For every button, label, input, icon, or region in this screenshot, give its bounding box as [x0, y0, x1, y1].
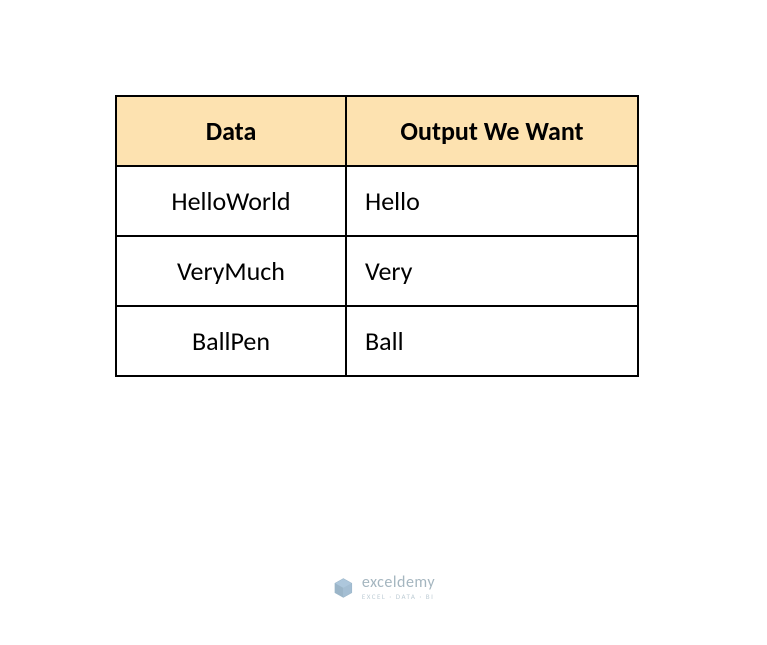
- data-cell: HelloWorld: [116, 166, 346, 236]
- cube-icon: [332, 577, 354, 599]
- output-cell: Ball: [346, 306, 638, 376]
- watermark-text: exceldemy EXCEL · DATA · BI: [362, 575, 435, 600]
- watermark-title: exceldemy: [362, 575, 435, 591]
- output-cell: Very: [346, 236, 638, 306]
- data-cell: VeryMuch: [116, 236, 346, 306]
- data-table: Data Output We Want HelloWorld Hello Ver…: [115, 95, 639, 377]
- watermark: exceldemy EXCEL · DATA · BI: [332, 575, 435, 600]
- table-row: HelloWorld Hello: [116, 166, 638, 236]
- header-output: Output We Want: [346, 96, 638, 166]
- watermark-subtitle: EXCEL · DATA · BI: [362, 593, 435, 600]
- data-table-container: Data Output We Want HelloWorld Hello Ver…: [115, 95, 639, 377]
- table-row: VeryMuch Very: [116, 236, 638, 306]
- header-data: Data: [116, 96, 346, 166]
- output-cell: Hello: [346, 166, 638, 236]
- table-header-row: Data Output We Want: [116, 96, 638, 166]
- table-row: BallPen Ball: [116, 306, 638, 376]
- data-cell: BallPen: [116, 306, 346, 376]
